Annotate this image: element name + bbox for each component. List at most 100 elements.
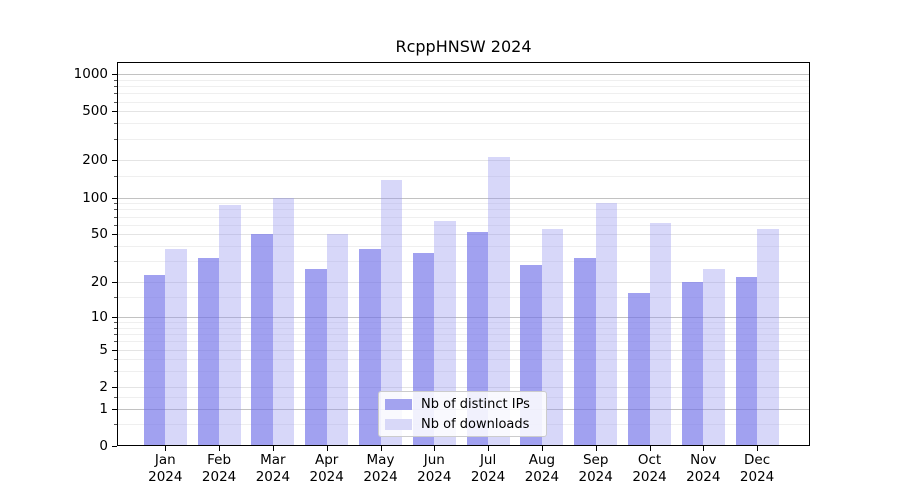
x-tick-label: Jan 2024 [148, 452, 183, 485]
bar-nb-of-downloads-apr [326, 234, 349, 446]
y-gridline-mid [117, 282, 810, 284]
bar-nb-of-downloads-may [380, 179, 402, 446]
bar-nb-of-downloads-feb [219, 204, 241, 446]
x-tick-label: Mar 2024 [255, 452, 291, 485]
y-gridline-mid [117, 111, 810, 113]
legend-item-distinct-ips: Nb of distinct IPs [385, 397, 540, 412]
chart-title: RcppHNSW 2024 [395, 37, 532, 56]
x-tick-label: Nov 2024 [686, 452, 721, 485]
y-gridline-minor [117, 93, 810, 95]
y-gridline-mid [117, 160, 810, 162]
y-gridline-minor [117, 138, 810, 140]
x-tick [757, 446, 759, 451]
y-gridline-minor [117, 175, 810, 177]
y-tick [112, 408, 117, 410]
bar-nb-of-downloads-mar [272, 197, 295, 446]
bar-nb-of-distinct-ips-dec [735, 277, 758, 446]
legend-label-distinct-ips: Nb of distinct IPs [421, 396, 530, 412]
x-tick [488, 446, 490, 451]
x-tick-label: Jun 2024 [417, 452, 452, 485]
y-minor-tick [114, 123, 117, 125]
y-gridline-mid [117, 349, 810, 351]
bar-nb-of-downloads-sep [595, 203, 618, 446]
y-tick [112, 282, 117, 284]
bar-nb-of-distinct-ips-mar [251, 234, 273, 446]
y-gridline-minor [117, 246, 810, 247]
x-tick-label: Jul 2024 [470, 452, 506, 485]
bar-nb-of-downloads-jul [488, 157, 510, 446]
y-gridline-minor [117, 371, 810, 373]
legend-swatch-downloads-icon [385, 418, 412, 430]
x-tick [703, 446, 705, 451]
y-minor-tick [114, 101, 117, 103]
y-tick [112, 197, 117, 199]
bar-nb-of-downloads-dec [757, 229, 779, 446]
y-tick-label: 50 [90, 226, 108, 243]
y-minor-tick [114, 138, 117, 140]
x-tick [380, 446, 382, 451]
x-tick [272, 446, 274, 451]
y-gridline-minor [117, 334, 810, 335]
y-minor-tick [114, 79, 117, 81]
x-tick [541, 446, 543, 451]
y-minor-tick [114, 261, 117, 263]
y-minor-tick [114, 396, 117, 398]
y-gridline-minor [117, 296, 810, 298]
y-gridline-minor [117, 86, 810, 87]
y-tick [112, 160, 117, 162]
y-tick-label: 2 [99, 378, 108, 395]
y-gridline-minor [117, 261, 810, 263]
y-gridline-minor [117, 216, 810, 218]
legend-label-downloads: Nb of downloads [421, 416, 530, 432]
y-tick-label: 1000 [73, 66, 108, 82]
x-tick-label: Oct 2024 [632, 452, 667, 485]
y-tick [112, 316, 117, 318]
y-tick [112, 349, 117, 351]
bar-nb-of-distinct-ips-nov [681, 282, 704, 446]
bar-nb-of-downloads-jun [434, 221, 456, 446]
y-minor-tick [114, 359, 117, 361]
y-minor-tick [114, 175, 117, 177]
y-gridline-major [117, 74, 810, 75]
y-gridline-minor [117, 79, 810, 81]
x-tick-label: Aug 2024 [524, 452, 560, 485]
bar-nb-of-distinct-ips-apr [305, 268, 327, 446]
y-minor-tick [114, 341, 117, 343]
bar-nb-of-distinct-ips-may [359, 248, 381, 446]
x-tick [434, 446, 436, 451]
x-tick-label: Dec 2024 [739, 452, 775, 485]
y-minor-tick [114, 327, 117, 329]
y-minor-tick [114, 224, 117, 226]
bar-nb-of-downloads-nov [703, 268, 725, 446]
y-gridline-mid [117, 386, 810, 388]
bar-nb-of-distinct-ips-sep [574, 257, 596, 446]
y-minor-tick [114, 216, 117, 218]
y-minor-tick [114, 334, 117, 335]
bar-nb-of-downloads-aug [541, 229, 564, 446]
y-gridline-minor [117, 101, 810, 103]
y-tick [112, 386, 117, 388]
x-tick [219, 446, 221, 451]
y-tick-label: 1 [99, 400, 108, 417]
y-tick-label: 10 [90, 308, 108, 325]
y-tick-label: 20 [90, 274, 108, 291]
y-gridline-minor [117, 203, 810, 205]
x-tick [595, 446, 597, 451]
x-tick-label: Apr 2024 [309, 452, 344, 485]
bar-nb-of-distinct-ips-feb [197, 257, 220, 446]
legend-item-downloads: Nb of downloads [385, 417, 540, 432]
y-minor-tick [114, 296, 117, 298]
y-tick-label: 0 [99, 438, 108, 454]
bar-nb-of-distinct-ips-oct [628, 293, 650, 446]
legend-swatch-distinct-ips-icon [385, 398, 412, 410]
y-minor-tick [114, 322, 117, 323]
y-minor-tick [114, 246, 117, 247]
y-gridline-minor [117, 209, 810, 211]
bar-nb-of-downloads-oct [649, 222, 671, 446]
y-tick-label: 100 [82, 189, 108, 206]
y-tick-label: 200 [82, 152, 108, 169]
x-tick [165, 446, 167, 451]
y-minor-tick [114, 93, 117, 95]
y-tick-label: 500 [82, 103, 108, 120]
